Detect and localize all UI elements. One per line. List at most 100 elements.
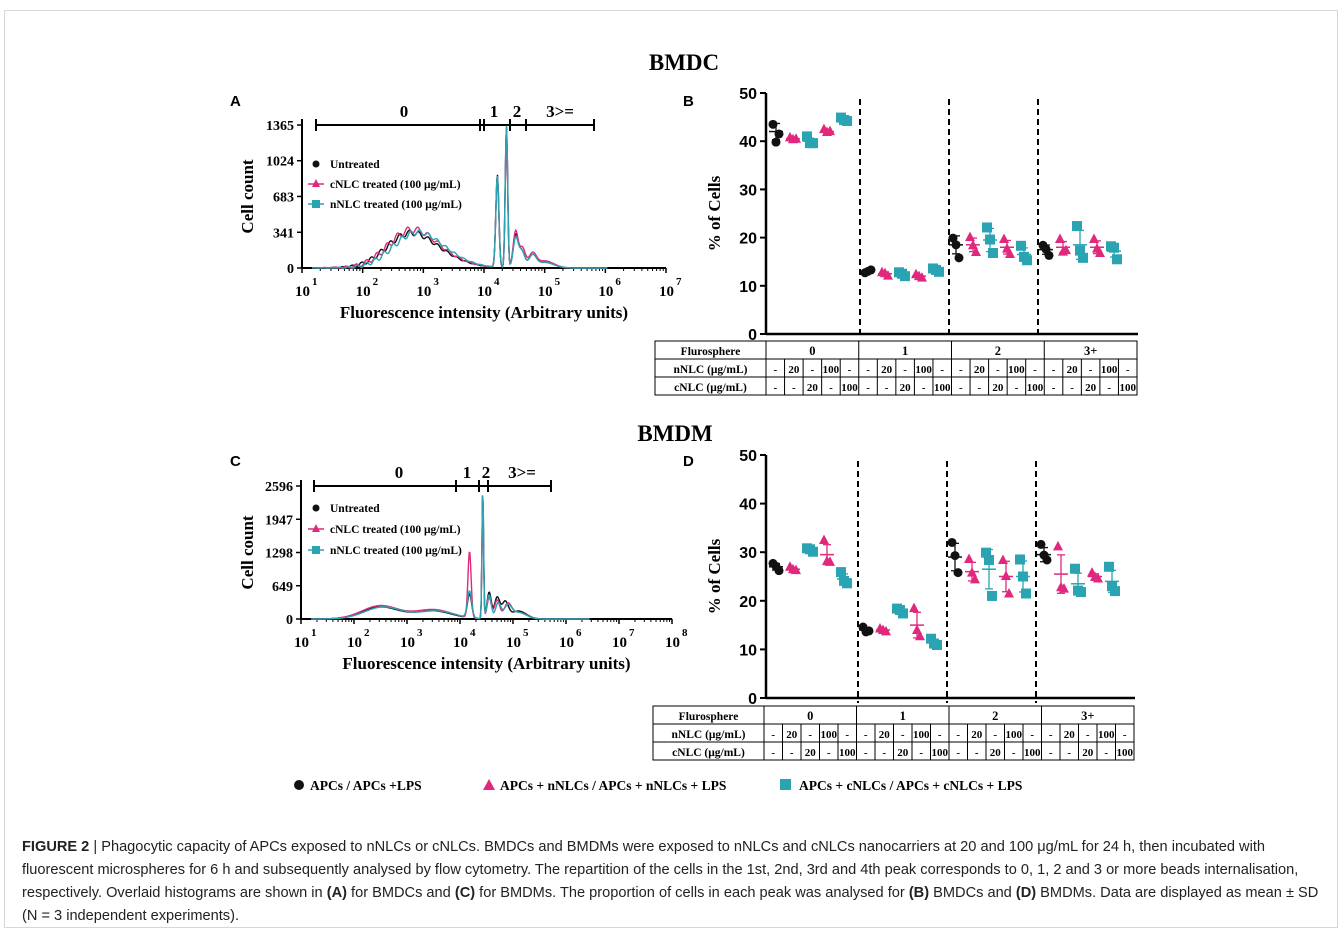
- table-cell-cnlc: 20: [805, 747, 817, 759]
- data-point: [1016, 240, 1026, 251]
- section-title-bmdm: BMDM: [637, 421, 713, 446]
- legend-marker-untreated: [312, 504, 320, 512]
- x-tick-label: 10: [416, 284, 431, 300]
- data-point: [836, 567, 846, 578]
- table-cell-nnlc: -: [848, 364, 852, 376]
- data-point: [1070, 563, 1080, 574]
- x-axis-label: Fluorescence intensity (Arbitrary units): [342, 654, 630, 673]
- bottom-legend: APCs / APCs +LPS APCs + nNLCs / APCs + n…: [294, 778, 1022, 793]
- table-cell-cnlc: -: [771, 747, 775, 759]
- panel-letter-d: D: [683, 453, 694, 470]
- table-cell-cnlc: -: [792, 382, 796, 394]
- y-tick-label: 341: [273, 226, 294, 241]
- table-cell-cnlc: -: [956, 747, 960, 759]
- figure-graphics: BMDC BMDM A B C D 0341683102413651011021…: [230, 50, 1138, 793]
- y-tick-label: 50: [739, 448, 757, 465]
- table-cell-cnlc: -: [975, 747, 979, 759]
- table-cell-nnlc: -: [1030, 729, 1034, 741]
- data-point: [819, 534, 829, 545]
- x-tick-exponent: 5: [555, 276, 561, 288]
- data-point: [1002, 243, 1012, 253]
- legend-label: cNLC treated (100 μg/mL): [330, 179, 461, 191]
- table-cell-cnlc: 20: [807, 382, 819, 394]
- x-tick-exponent: 2: [364, 627, 370, 639]
- table-row-header: Flurosphere: [681, 346, 741, 358]
- table-cell-cnlc: -: [829, 382, 833, 394]
- data-point: [805, 138, 815, 149]
- gate-label: 3>=: [508, 463, 536, 482]
- x-tick-exponent: 5: [523, 627, 529, 639]
- table-cell-cnlc: -: [773, 382, 777, 394]
- table-cell-cnlc: -: [1012, 747, 1016, 759]
- y-axis-label: % of Cells: [705, 538, 724, 614]
- data-point: [1001, 570, 1011, 581]
- y-tick-label: 10: [739, 279, 757, 296]
- histogram-bmdm: 0649129819472596101102103104105106107108…: [238, 463, 688, 673]
- table-cell-nnlc: -: [901, 729, 905, 741]
- gate-label: 3>=: [546, 102, 574, 121]
- data-point: [1107, 581, 1117, 592]
- legend-marker-untreated: [312, 160, 320, 168]
- caption-text-4: BMDCs and: [929, 885, 1016, 901]
- table-cell-nnlc: 100: [1008, 364, 1025, 376]
- legend-marker-circle: [294, 780, 304, 790]
- data-point: [909, 602, 919, 613]
- table-cell-cnlc: -: [1067, 747, 1071, 759]
- table-cell-nnlc: 100: [913, 729, 930, 741]
- table-cell-cnlc: -: [922, 382, 926, 394]
- table-group-label: 3+: [1084, 344, 1097, 358]
- table-cell-cnlc: -: [1049, 747, 1053, 759]
- data-point: [953, 568, 963, 578]
- y-axis-label: Cell count: [238, 515, 257, 589]
- table-cell-cnlc: -: [864, 747, 868, 759]
- data-point: [1104, 561, 1114, 572]
- panel-letter-c: C: [230, 453, 241, 470]
- table-cell-nnlc: -: [1126, 364, 1130, 376]
- table-cell-cnlc: 100: [934, 382, 951, 394]
- scatter-bmdc: 0 10 20 30 40 50 % of Cells: [705, 86, 1138, 344]
- data-point: [878, 624, 888, 634]
- data-point: [999, 233, 1009, 244]
- y-tick-label: 40: [739, 497, 757, 514]
- data-point: [914, 270, 924, 281]
- data-point: [788, 133, 798, 144]
- table-cell-cnlc: 100: [932, 747, 949, 759]
- x-tick-exponent: 3: [433, 276, 439, 288]
- table-cell-nnlc: 20: [881, 364, 893, 376]
- data-point: [1039, 550, 1049, 560]
- legend-marker-nnlc: [312, 546, 320, 554]
- y-axis-label: Cell count: [238, 159, 257, 233]
- caption-text-3: for BMDMs. The proportion of cells in ea…: [475, 885, 909, 901]
- table-cell-cnlc: 20: [900, 382, 912, 394]
- data-point: [1053, 540, 1063, 551]
- data-point: [880, 267, 890, 278]
- table-cell-nnlc: 20: [788, 364, 800, 376]
- y-tick-label: 40: [739, 134, 757, 151]
- data-point: [1075, 245, 1085, 256]
- y-axis-label: % of Cells: [705, 175, 724, 251]
- caption-ref-a: (A): [326, 885, 347, 901]
- table-cell-cnlc: -: [977, 382, 981, 394]
- table-cell-nnlc: 100: [1098, 729, 1115, 741]
- data-point: [1109, 242, 1119, 253]
- data-point: [929, 638, 939, 649]
- gate-label: 2: [513, 102, 522, 121]
- data-point: [982, 222, 992, 233]
- table-group-label: 2: [995, 344, 1001, 358]
- data-point: [805, 544, 815, 555]
- x-tick-label: 10: [295, 284, 310, 300]
- data-point: [1056, 581, 1066, 592]
- table-cell-nnlc: -: [811, 364, 815, 376]
- table-cell-nnlc: -: [996, 364, 1000, 376]
- y-tick-label: 683: [273, 190, 294, 205]
- data-point: [861, 627, 871, 637]
- legend-marker-cnlc: [312, 179, 320, 187]
- table-cell-nnlc: -: [1033, 364, 1037, 376]
- legend-marker-square: [780, 779, 791, 790]
- table-cell-cnlc: 20: [992, 382, 1004, 394]
- data-point: [987, 590, 997, 601]
- data-point: [839, 575, 849, 586]
- x-tick-exponent: 4: [470, 627, 476, 639]
- x-tick-exponent: 6: [615, 276, 621, 288]
- data-point: [802, 131, 812, 142]
